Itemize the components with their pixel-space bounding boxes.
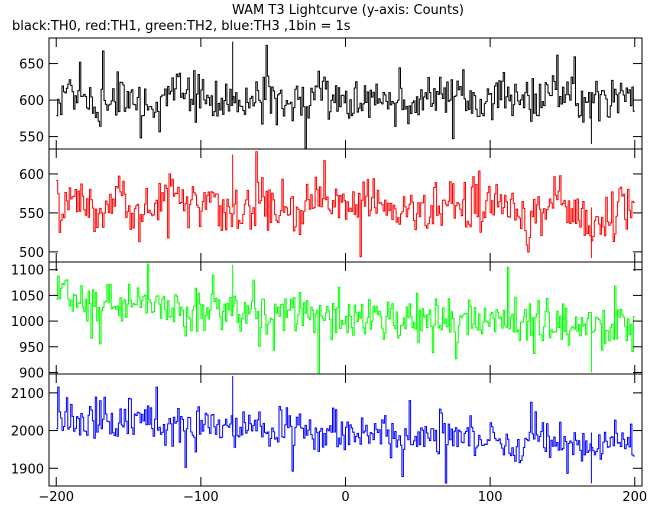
- y-tick-label-th0: 650: [19, 58, 44, 73]
- y-tick-label-th0: 600: [19, 94, 44, 109]
- y-tick-label-th1: 600: [19, 168, 44, 183]
- y-tick-label-th2: 1100: [11, 264, 44, 279]
- series-line-th1: [56, 151, 635, 258]
- y-tick-label-th3: 1900: [11, 462, 44, 477]
- panel-th3: 1900 2000 2100: [11, 373, 643, 487]
- x-tick-label: 100: [478, 490, 503, 505]
- series-line-th2: [56, 263, 635, 374]
- y-tick-label-th3: 2100: [11, 387, 44, 402]
- y-tick-label-th0: 550: [19, 131, 44, 146]
- y-tick-label-th3: 2000: [11, 425, 44, 440]
- panel-th2: 900 950 1000 1050 1100: [11, 261, 643, 381]
- y-tick-label-th2: 900: [19, 366, 44, 381]
- y-tick-label-th1: 500: [19, 246, 44, 261]
- series-line-th3: [56, 386, 635, 484]
- y-tick-label-th2: 950: [19, 341, 44, 356]
- series-line-th0: [56, 44, 635, 149]
- x-tick-label: 0: [341, 490, 349, 505]
- chart-title: WAM T3 Lightcurve (y-axis: Counts): [232, 3, 464, 18]
- y-tick-label-th2: 1050: [11, 289, 44, 304]
- y-tick-label-th2: 1000: [11, 315, 44, 330]
- x-tick-label: 200: [622, 490, 647, 505]
- y-tick-label-th1: 550: [19, 207, 44, 222]
- x-tick-label: −100: [183, 490, 219, 505]
- panels-group: 5506006505005506009009501000105011001900…: [11, 37, 647, 505]
- panel-th0: 550 600 650: [19, 37, 643, 150]
- x-tick-label: −200: [38, 490, 74, 505]
- chart-subtitle: black:TH0, red:TH1, green:TH2, blue:TH3 …: [12, 19, 351, 34]
